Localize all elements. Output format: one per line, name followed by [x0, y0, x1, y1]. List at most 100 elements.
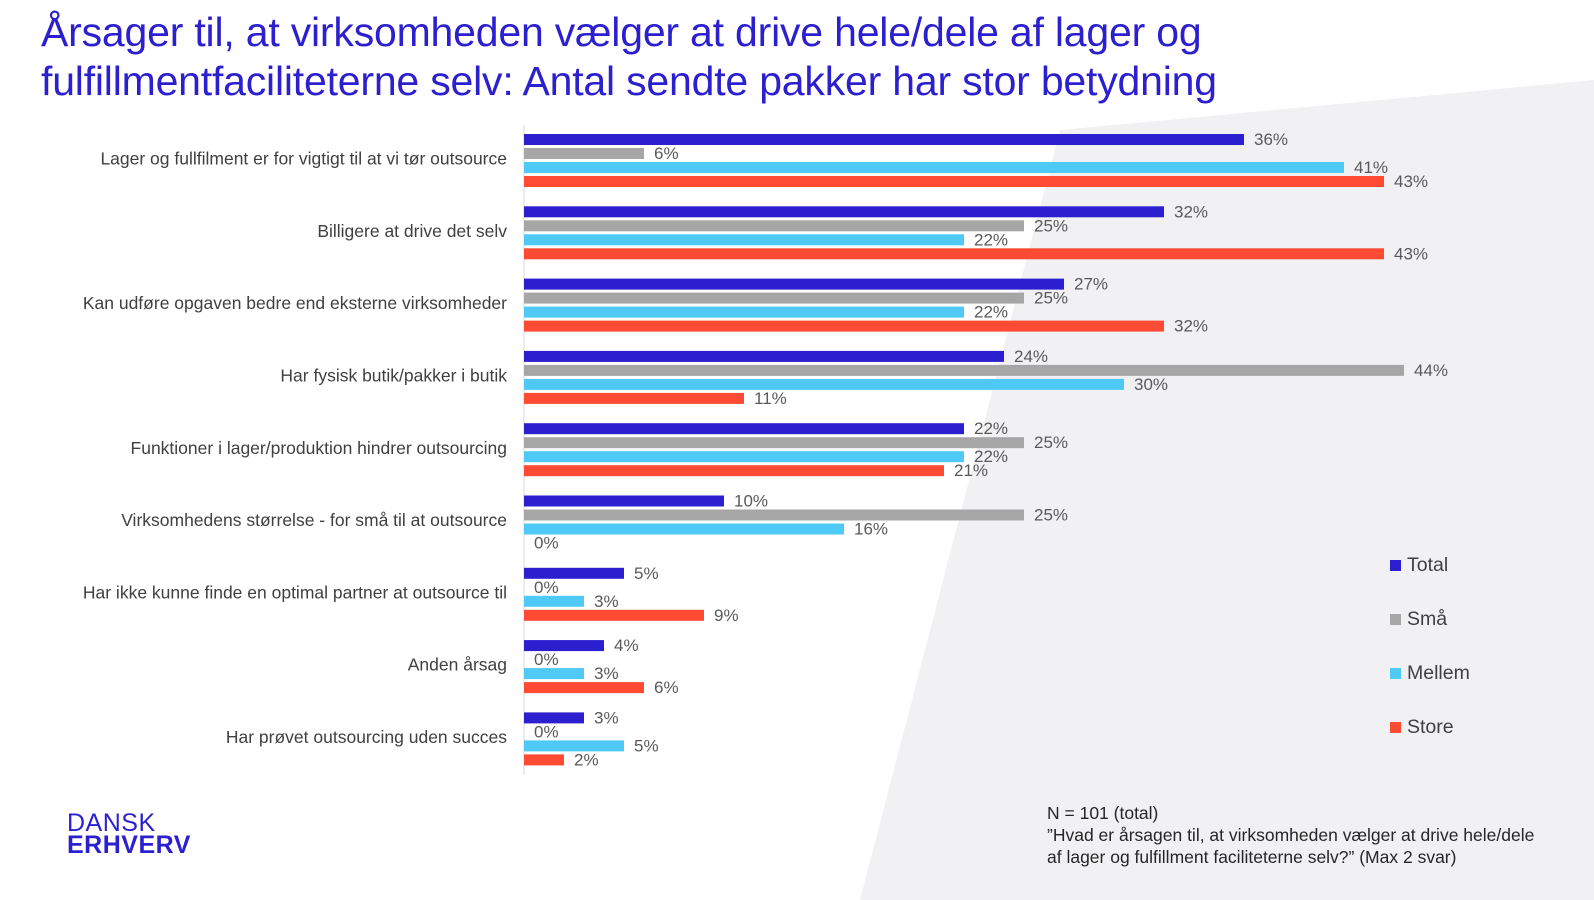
- data-label: 3%: [594, 708, 619, 727]
- data-label: 27%: [1074, 275, 1108, 294]
- bar-mellem: [524, 378, 1124, 390]
- bar-mellem: [524, 234, 964, 246]
- data-label: 22%: [974, 303, 1008, 322]
- legend-label-sma: Små: [1407, 607, 1448, 630]
- page-title: Årsager til, at virksomheden vælger at d…: [41, 8, 1541, 106]
- bar-store: [524, 320, 1164, 332]
- data-label: 21%: [954, 461, 988, 480]
- bar-store: [524, 465, 944, 477]
- data-label: 4%: [614, 636, 639, 655]
- bar-store: [524, 609, 704, 621]
- bar-mellem: [524, 740, 624, 752]
- legend-item-total: Total: [1390, 538, 1470, 592]
- data-label: 3%: [594, 592, 619, 611]
- bar-store: [524, 176, 1384, 187]
- data-label: 5%: [634, 564, 659, 583]
- data-label: 22%: [974, 230, 1008, 249]
- data-label: 25%: [1034, 216, 1068, 235]
- bar-total: [524, 423, 964, 435]
- data-label: 24%: [1014, 347, 1048, 366]
- bar-total: [524, 640, 604, 652]
- legend-item-mellem: Mellem: [1390, 646, 1470, 700]
- category-label: Anden årsag: [408, 655, 507, 675]
- data-label: 36%: [1254, 130, 1288, 149]
- data-label: 16%: [854, 519, 888, 538]
- bar-total: [524, 712, 584, 724]
- footnote-question: ”Hvad er årsagen til, at virksomheden væ…: [1047, 825, 1535, 867]
- bar-total: [524, 495, 724, 507]
- dansk-erhverv-logo: DANSK ERHVERV: [67, 809, 191, 859]
- legend-item-sma: Små: [1390, 592, 1470, 646]
- bar-mellem: [524, 162, 1344, 173]
- bar-sma: [524, 292, 1024, 304]
- title-line-1: Årsager til, at virksomheden vælger at d…: [41, 9, 1202, 55]
- bar-store: [524, 754, 564, 766]
- category-label: Billigere at drive det selv: [317, 221, 507, 241]
- bar-total: [524, 206, 1164, 218]
- data-label: 32%: [1174, 317, 1208, 336]
- legend-label-store: Store: [1407, 715, 1454, 738]
- data-label: 11%: [754, 389, 787, 408]
- data-label: 25%: [1034, 289, 1068, 308]
- data-label: 2%: [574, 750, 599, 769]
- data-label: 5%: [634, 736, 659, 755]
- bar-sma: [524, 437, 1024, 449]
- data-label: 0%: [534, 578, 559, 597]
- bar-mellem: [524, 523, 844, 535]
- bar-sma: [524, 148, 644, 159]
- bar-total: [524, 134, 1244, 145]
- legend-swatch-sma: [1390, 613, 1401, 625]
- logo-line-2: ERHVERV: [67, 831, 191, 859]
- title-line-2: fulfillmentfaciliteterne selv: Antal sen…: [41, 58, 1217, 104]
- legend-item-store: Store: [1390, 700, 1470, 754]
- bar-total: [524, 567, 624, 579]
- bar-mellem: [524, 595, 584, 607]
- data-label: 22%: [974, 419, 1008, 438]
- bar-sma: [524, 220, 1024, 232]
- data-label: 0%: [534, 722, 559, 741]
- data-label: 0%: [534, 650, 559, 669]
- data-label: 22%: [974, 447, 1008, 466]
- legend-swatch-total: [1390, 559, 1401, 571]
- legend-label-mellem: Mellem: [1407, 661, 1470, 684]
- data-label: 10%: [734, 491, 768, 510]
- category-label: Har fysisk butik/pakker i butik: [280, 366, 507, 386]
- bar-store: [524, 248, 1384, 260]
- bar-total: [524, 278, 1064, 290]
- data-label: 25%: [1034, 505, 1068, 524]
- footnote: N = 101 (total) ”Hvad er årsagen til, at…: [1047, 802, 1547, 868]
- data-label: 44%: [1414, 361, 1448, 380]
- legend-label-total: Total: [1407, 553, 1449, 576]
- chart-legend: Total Små Mellem Store: [1390, 538, 1470, 754]
- data-label: 32%: [1174, 202, 1208, 221]
- bar-sma: [524, 364, 1404, 376]
- bar-total: [524, 350, 1004, 362]
- category-label: Kan udføre opgaven bedre end eksterne vi…: [83, 293, 507, 313]
- data-label: 9%: [714, 606, 739, 625]
- category-label: Funktioner i lager/produktion hindrer ou…: [131, 438, 507, 458]
- category-label: Har ikke kunne finde en optimal partner …: [83, 582, 507, 602]
- bar-store: [524, 682, 644, 694]
- data-label: 6%: [654, 144, 679, 163]
- data-label: 25%: [1034, 433, 1068, 452]
- bar-sma: [524, 509, 1024, 521]
- bar-mellem: [524, 306, 964, 318]
- bar-mellem: [524, 451, 964, 463]
- data-label: 6%: [654, 678, 679, 697]
- legend-swatch-mellem: [1390, 667, 1401, 679]
- data-label: 3%: [594, 664, 619, 683]
- logo-line-1: DANSK: [67, 809, 156, 837]
- category-label: Har prøvet outsourcing uden succes: [226, 727, 507, 747]
- data-label: 43%: [1394, 172, 1428, 191]
- data-label: 43%: [1394, 244, 1428, 263]
- footnote-sample-size: N = 101 (total): [1047, 803, 1159, 823]
- data-label: 41%: [1354, 158, 1388, 177]
- category-label: Lager og fullfilment er for vigtigt til …: [100, 149, 507, 169]
- data-label: 0%: [534, 533, 559, 552]
- bar-store: [524, 392, 744, 404]
- category-label: Virksomhedens størrelse - for små til at…: [121, 510, 507, 530]
- data-label: 30%: [1134, 375, 1168, 394]
- bar-mellem: [524, 668, 584, 680]
- legend-swatch-store: [1390, 721, 1401, 733]
